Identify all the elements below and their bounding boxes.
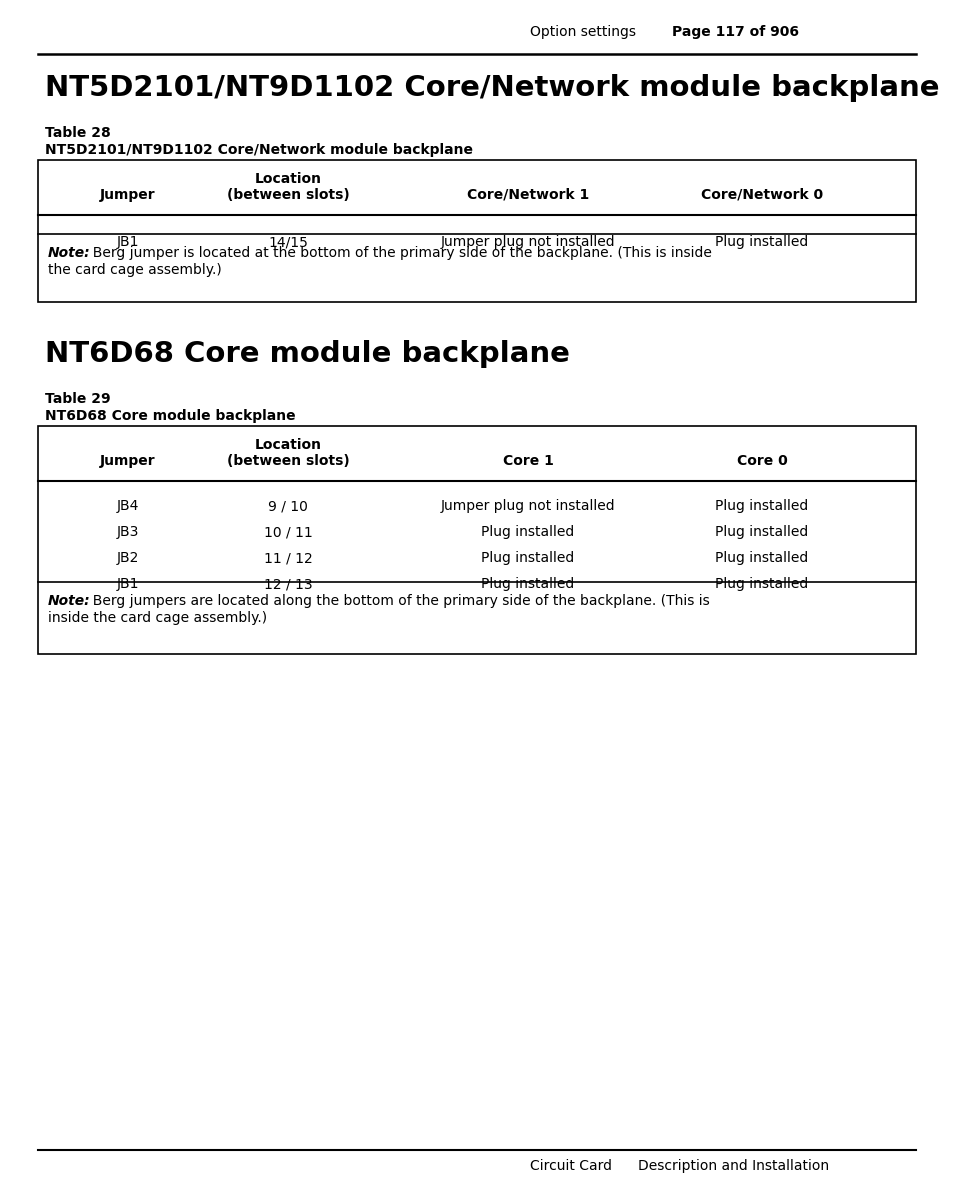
Text: Table 28: Table 28 bbox=[45, 126, 111, 139]
Text: 10 / 11: 10 / 11 bbox=[263, 525, 312, 538]
Text: Core 1: Core 1 bbox=[502, 454, 553, 468]
Text: Core 0: Core 0 bbox=[736, 454, 786, 468]
Text: NT5D2101/NT9D1102 Core/Network module backplane: NT5D2101/NT9D1102 Core/Network module ba… bbox=[45, 143, 473, 157]
Text: (between slots): (between slots) bbox=[227, 454, 349, 468]
Text: NT5D2101/NT9D1102 Core/Network module backplane: NT5D2101/NT9D1102 Core/Network module ba… bbox=[45, 75, 939, 102]
Text: NT6D68 Core module backplane: NT6D68 Core module backplane bbox=[45, 340, 569, 368]
Text: JB3: JB3 bbox=[116, 525, 139, 538]
Text: Plug installed: Plug installed bbox=[481, 551, 574, 565]
Text: (between slots): (between slots) bbox=[227, 188, 349, 202]
Text: 12 / 13: 12 / 13 bbox=[263, 577, 312, 591]
Text: 14/15: 14/15 bbox=[268, 236, 308, 249]
Text: Location: Location bbox=[254, 438, 321, 452]
Text: Location: Location bbox=[254, 172, 321, 186]
Text: JB4: JB4 bbox=[116, 499, 139, 513]
Text: Berg jumpers are located along the bottom of the primary side of the backplane. : Berg jumpers are located along the botto… bbox=[84, 594, 709, 608]
Text: Description and Installation: Description and Installation bbox=[638, 1159, 828, 1173]
Text: NT6D68 Core module backplane: NT6D68 Core module backplane bbox=[45, 409, 295, 423]
Text: 11 / 12: 11 / 12 bbox=[263, 551, 312, 565]
Text: Jumper: Jumper bbox=[100, 454, 155, 468]
Text: Core/Network 0: Core/Network 0 bbox=[700, 188, 822, 202]
Text: Jumper plug not installed: Jumper plug not installed bbox=[440, 499, 615, 513]
Text: Plug installed: Plug installed bbox=[481, 525, 574, 538]
Text: the card cage assembly.): the card cage assembly.) bbox=[48, 263, 221, 276]
Text: Note:: Note: bbox=[48, 594, 91, 608]
Text: Note:: Note: bbox=[48, 246, 91, 260]
Bar bbox=[38, 160, 915, 302]
Text: Page 117 of 906: Page 117 of 906 bbox=[671, 25, 799, 38]
Text: Plug installed: Plug installed bbox=[481, 577, 574, 591]
Text: JB1: JB1 bbox=[116, 236, 139, 249]
Text: Jumper plug not installed: Jumper plug not installed bbox=[440, 236, 615, 249]
Text: Plug installed: Plug installed bbox=[715, 499, 808, 513]
Bar bbox=[38, 426, 915, 654]
Text: Option settings: Option settings bbox=[530, 25, 636, 38]
Text: Core/Network 1: Core/Network 1 bbox=[466, 188, 589, 202]
Text: Plug installed: Plug installed bbox=[715, 236, 808, 249]
Text: inside the card cage assembly.): inside the card cage assembly.) bbox=[48, 611, 267, 625]
Text: Plug installed: Plug installed bbox=[715, 551, 808, 565]
Text: Table 29: Table 29 bbox=[45, 392, 111, 406]
Text: Circuit Card: Circuit Card bbox=[530, 1159, 612, 1173]
Text: Plug installed: Plug installed bbox=[715, 525, 808, 538]
Text: Berg jumper is located at the bottom of the primary side of the backplane. (This: Berg jumper is located at the bottom of … bbox=[84, 246, 711, 260]
Text: 9 / 10: 9 / 10 bbox=[268, 499, 308, 513]
Text: Plug installed: Plug installed bbox=[715, 577, 808, 591]
Text: Jumper: Jumper bbox=[100, 188, 155, 202]
Text: JB1: JB1 bbox=[116, 577, 139, 591]
Text: JB2: JB2 bbox=[116, 551, 139, 565]
